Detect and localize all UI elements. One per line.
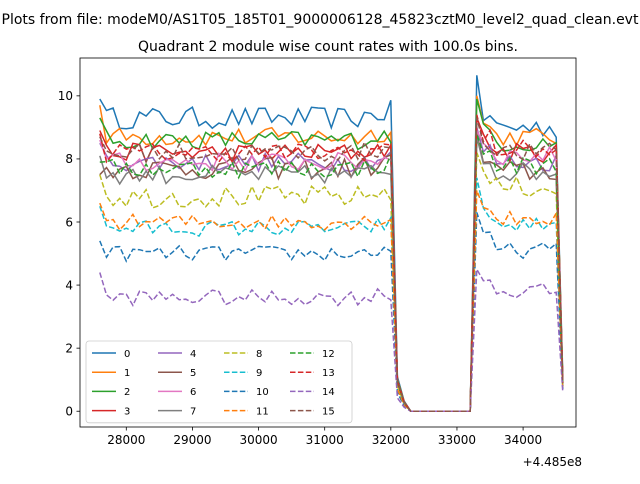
- series-line-0: [99, 75, 564, 412]
- series-line-14: [99, 266, 564, 412]
- series-line-2: [99, 98, 564, 412]
- legend-label-4: 4: [190, 349, 196, 360]
- legend-label-9: 9: [256, 368, 262, 379]
- x-tick-label: 33000: [438, 433, 476, 447]
- y-tick-label: 4: [65, 278, 73, 292]
- legend-label-8: 8: [256, 349, 262, 360]
- figure-suptitle: Plots from file: modeM0/AS1T05_185T01_90…: [2, 12, 639, 28]
- legend-box: [85, 340, 353, 424]
- axes-frame: [79, 57, 577, 428]
- series-line-6: [99, 130, 564, 412]
- legend-label-7: 7: [190, 406, 196, 417]
- x-tick-label: 32000: [372, 433, 410, 447]
- series-line-12: [99, 133, 564, 412]
- legend-label-14: 14: [322, 387, 335, 398]
- x-tick-label: 29000: [173, 433, 211, 447]
- legend-label-6: 6: [190, 387, 196, 398]
- chart-title: Quadrant 2 module wise count rates with …: [138, 39, 518, 55]
- legend-label-2: 2: [124, 387, 130, 398]
- y-tick-label: 10: [58, 89, 73, 103]
- series-line-3: [99, 117, 564, 412]
- legend-label-3: 3: [124, 406, 130, 417]
- legend-label-10: 10: [256, 387, 269, 398]
- y-tick-label: 2: [65, 341, 73, 355]
- x-tick-label: 28000: [107, 433, 145, 447]
- series-line-11: [99, 190, 564, 412]
- legend-label-12: 12: [322, 349, 335, 360]
- axes: 28000 29000 30000 31000 32000 33000 34000 0 2 4 6 8…: [58, 57, 577, 447]
- legend-label-0: 0: [124, 349, 130, 360]
- plot-area: [99, 75, 564, 412]
- y-tick-label: 8: [65, 152, 73, 166]
- y-tick-label: 6: [65, 215, 73, 229]
- series-line-9: [99, 177, 564, 412]
- legend-label-5: 5: [190, 368, 196, 379]
- x-tick-label: 30000: [239, 433, 277, 447]
- series-line-15: [99, 117, 564, 412]
- series-line-8: [99, 152, 564, 412]
- legend-label-13: 13: [322, 368, 335, 379]
- y-tick-label: 0: [65, 405, 73, 419]
- x-offset-label: +4.485e8: [523, 455, 582, 469]
- legend-label-11: 11: [256, 406, 269, 417]
- series-line-10: [99, 212, 564, 412]
- series-line-7: [99, 136, 564, 412]
- x-tick-label: 34000: [504, 433, 542, 447]
- legend-label-1: 1: [124, 368, 130, 379]
- x-tick-label: 31000: [306, 433, 344, 447]
- legend-label-15: 15: [322, 406, 335, 417]
